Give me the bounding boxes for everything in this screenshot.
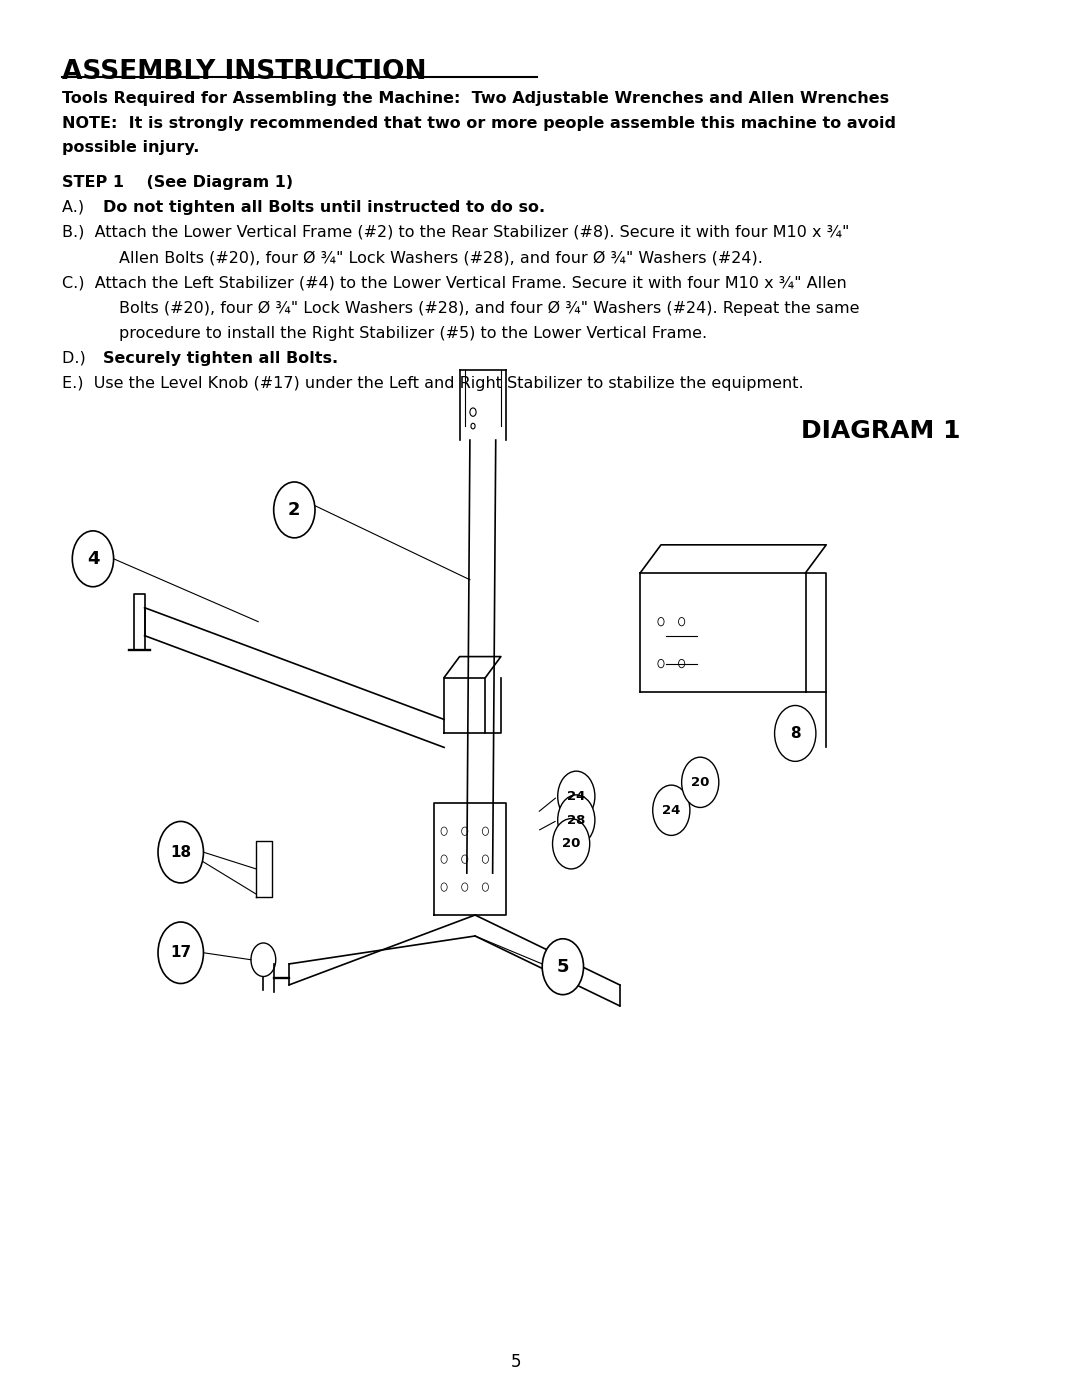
Text: DIAGRAM 1: DIAGRAM 1	[801, 419, 960, 443]
Text: possible injury.: possible injury.	[62, 140, 200, 155]
Text: E.)  Use the Level Knob (#17) under the Left and Right Stabilizer to stabilize t: E.) Use the Level Knob (#17) under the L…	[62, 376, 804, 391]
Circle shape	[251, 943, 275, 977]
Text: Do not tighten all Bolts until instructed to do so.: Do not tighten all Bolts until instructe…	[104, 200, 545, 215]
Text: 24: 24	[567, 789, 585, 803]
Circle shape	[542, 939, 583, 995]
Circle shape	[557, 771, 595, 821]
Circle shape	[273, 482, 315, 538]
Text: 17: 17	[171, 946, 191, 960]
Text: 28: 28	[567, 813, 585, 827]
Text: 4: 4	[86, 550, 99, 567]
Text: 20: 20	[691, 775, 710, 789]
Text: 5: 5	[511, 1354, 522, 1370]
Text: B.)  Attach the Lower Vertical Frame (#2) to the Rear Stabilizer (#8). Secure it: B.) Attach the Lower Vertical Frame (#2)…	[62, 225, 849, 240]
Text: procedure to install the Right Stabilizer (#5) to the Lower Vertical Frame.: procedure to install the Right Stabilize…	[119, 326, 707, 341]
Text: 24: 24	[662, 803, 680, 817]
Circle shape	[774, 705, 815, 761]
Circle shape	[553, 819, 590, 869]
Text: 18: 18	[171, 845, 191, 859]
Circle shape	[681, 757, 719, 807]
Text: Allen Bolts (#20), four Ø ¾" Lock Washers (#28), and four Ø ¾" Washers (#24).: Allen Bolts (#20), four Ø ¾" Lock Washer…	[119, 250, 762, 265]
Text: A.): A.)	[62, 200, 94, 215]
Text: NOTE:  It is strongly recommended that two or more people assemble this machine : NOTE: It is strongly recommended that tw…	[62, 116, 896, 131]
Text: Bolts (#20), four Ø ¾" Lock Washers (#28), and four Ø ¾" Washers (#24). Repeat t: Bolts (#20), four Ø ¾" Lock Washers (#28…	[119, 300, 860, 316]
Text: STEP 1    (See Diagram 1): STEP 1 (See Diagram 1)	[62, 175, 293, 190]
Circle shape	[652, 785, 690, 835]
Text: 5: 5	[556, 958, 569, 975]
Text: C.)  Attach the Left Stabilizer (#4) to the Lower Vertical Frame. Secure it with: C.) Attach the Left Stabilizer (#4) to t…	[62, 275, 847, 291]
Text: 2: 2	[288, 502, 300, 518]
Text: D.): D.)	[62, 351, 96, 366]
Text: 20: 20	[562, 837, 580, 851]
Text: ASSEMBLY INSTRUCTION: ASSEMBLY INSTRUCTION	[62, 59, 427, 85]
Circle shape	[158, 821, 203, 883]
Text: Securely tighten all Bolts.: Securely tighten all Bolts.	[104, 351, 338, 366]
Text: 8: 8	[789, 726, 800, 740]
Circle shape	[158, 922, 203, 983]
Circle shape	[72, 531, 113, 587]
Circle shape	[557, 795, 595, 845]
Text: Tools Required for Assembling the Machine:  Two Adjustable Wrenches and Allen Wr: Tools Required for Assembling the Machin…	[62, 91, 889, 106]
